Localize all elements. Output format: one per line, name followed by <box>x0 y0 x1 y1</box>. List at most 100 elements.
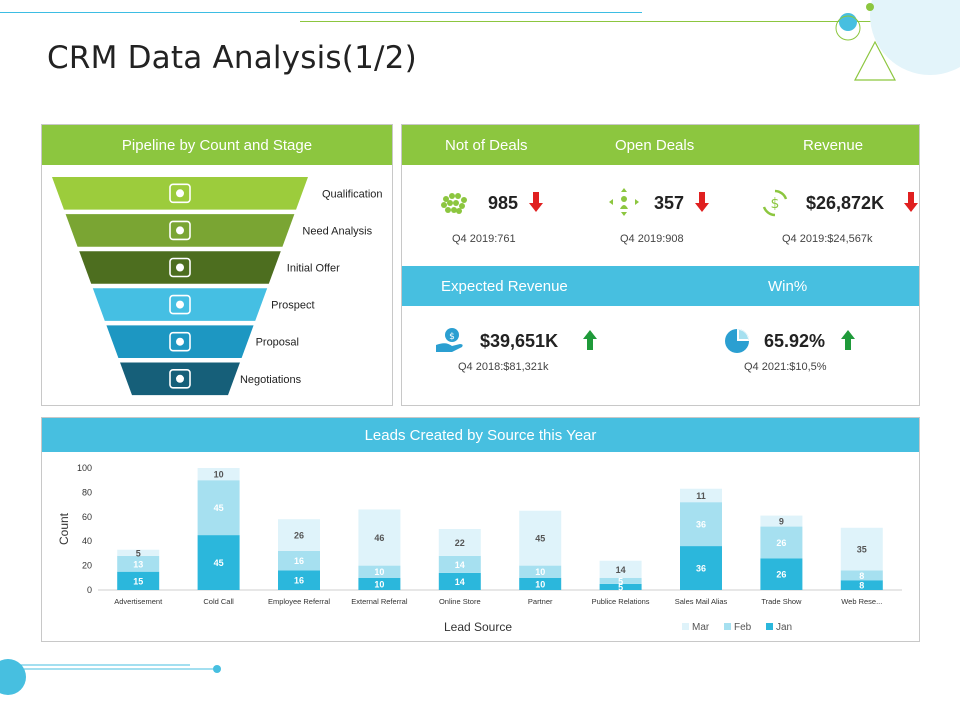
x-axis-label: Lead Source <box>444 620 512 634</box>
bar-segment-jan <box>438 572 481 590</box>
data-label: 10 <box>374 579 384 589</box>
x-tick-label: Web Rese... <box>841 597 882 606</box>
funnel-label: Proposal <box>256 337 299 349</box>
svg-text:$: $ <box>449 332 455 342</box>
bottom-decor <box>0 659 221 695</box>
data-label: 5 <box>136 548 141 558</box>
bar-segment-mar <box>519 510 562 566</box>
bar-segment-jan <box>760 558 803 590</box>
bar-segment-mar <box>278 519 320 551</box>
bar-segment-mar <box>599 560 642 578</box>
money-hand-icon: $ <box>436 328 463 352</box>
expected-revenue-value: $39,651K <box>480 331 559 351</box>
pipeline-header: Pipeline by Count and Stage <box>42 125 392 165</box>
bar-segment-jan <box>278 570 320 590</box>
y-axis-label: Count <box>57 512 71 545</box>
legend-swatch-feb <box>724 623 731 630</box>
data-label: 15 <box>133 576 143 586</box>
bar-segment-mar <box>840 527 883 571</box>
page-title: CRM Data Analysis(1/2) <box>47 40 417 76</box>
deals-value: 985 <box>488 193 519 213</box>
data-label: 26 <box>776 538 786 548</box>
data-label: 10 <box>214 470 224 480</box>
bar-segment-feb <box>278 550 320 571</box>
bar-segment-feb <box>358 565 401 578</box>
bar-segment-jan <box>117 571 160 590</box>
data-label: 45 <box>535 534 545 544</box>
deals-sub: Q4 2019:761 <box>452 233 516 245</box>
data-label: 16 <box>294 576 304 586</box>
bar-segment-mar <box>117 549 160 556</box>
magnifier-chart-icon <box>169 220 191 241</box>
data-label: 14 <box>455 560 465 570</box>
data-label: 45 <box>214 503 224 513</box>
funnel-label: Qualification <box>322 188 383 200</box>
data-label: 5 <box>618 576 623 586</box>
document-icon <box>169 183 191 204</box>
legend-swatch-jan <box>766 623 773 630</box>
data-label: 14 <box>616 565 626 575</box>
y-tick-label: 80 <box>82 487 92 497</box>
funnel-label: Prospect <box>271 300 314 312</box>
open-deals-value: 357 <box>654 193 685 213</box>
leads-header-label: Leads Created by Source this Year <box>364 426 597 444</box>
bar-segment-feb <box>519 565 562 578</box>
kpi-header-deals: Not of Deals <box>445 136 528 154</box>
x-tick-label: Online Store <box>439 597 481 606</box>
bar-segment-feb <box>197 480 240 536</box>
data-label: 26 <box>776 570 786 580</box>
people-icon <box>169 294 191 315</box>
data-label: 46 <box>374 533 384 543</box>
funnel-label: Need Analysis <box>302 225 372 237</box>
team-icon <box>169 369 191 389</box>
leads-panel: Leads Created by Source this Year 0 20 40 6… <box>41 417 920 642</box>
revenue-sub: Q4 2019:$24,567k <box>782 233 873 245</box>
data-label: 9 <box>779 517 784 527</box>
arrows-person-icon <box>609 188 639 216</box>
kpi-header-open-deals: Open Deals <box>615 136 695 154</box>
funnel-label: Initial Offer <box>287 263 340 275</box>
bar-segment-jan <box>840 580 883 590</box>
y-tick-label: 20 <box>82 561 92 571</box>
data-label: 26 <box>294 531 304 541</box>
data-label: 10 <box>535 567 545 577</box>
funnel-label: Negotiations <box>240 374 302 386</box>
leads-bar-chart: 020406080100Count15135Advertisement45451… <box>57 463 902 634</box>
bar-segment-mar <box>680 488 722 503</box>
data-label: 45 <box>214 558 224 568</box>
legend-label: Feb <box>734 622 752 633</box>
win-sub: Q4 2021:$10,5% <box>744 361 827 373</box>
x-tick-label: Publice Relations <box>592 597 650 606</box>
leads-header: Leads Created by Source this Year <box>42 418 919 452</box>
pipeline-header-label: Pipeline by Count and Stage <box>121 136 313 154</box>
kpi-header-win: Win% <box>768 277 808 295</box>
legend-label: Mar <box>692 622 710 633</box>
bar-segment-mar <box>197 468 240 481</box>
data-label: 36 <box>696 564 706 574</box>
corner-decor <box>835 0 960 81</box>
top-decor-line-2 <box>300 21 960 22</box>
x-tick-label: Cold Call <box>203 597 234 606</box>
bar-segment-mar <box>760 515 803 527</box>
y-tick-label: 0 <box>87 585 92 595</box>
bar-segment-mar <box>358 509 401 566</box>
trend-down-icon <box>695 192 709 212</box>
bar-segment-feb <box>840 570 883 581</box>
dollar-cycle-icon: $ <box>762 189 788 217</box>
data-label: 10 <box>374 567 384 577</box>
y-tick-label: 60 <box>82 512 92 522</box>
pie-icon <box>725 329 749 353</box>
revenue-value: $26,872K <box>806 193 885 213</box>
legend-swatch-mar <box>682 623 689 630</box>
trend-down-icon <box>904 192 918 212</box>
user-check-icon <box>169 331 191 352</box>
bar-segment-jan <box>358 577 401 590</box>
bar-segment-jan <box>599 583 642 590</box>
x-tick-label: Trade Show <box>761 597 802 606</box>
x-tick-label: Employee Referral <box>268 597 330 606</box>
data-label: 11 <box>696 491 706 501</box>
kpi-header-expected-revenue: Expected Revenue <box>441 277 568 295</box>
x-tick-label: External Referral <box>351 597 408 606</box>
expected-revenue-sub: Q4 2018:$81,321k <box>458 361 549 373</box>
trend-down-icon <box>529 192 543 212</box>
